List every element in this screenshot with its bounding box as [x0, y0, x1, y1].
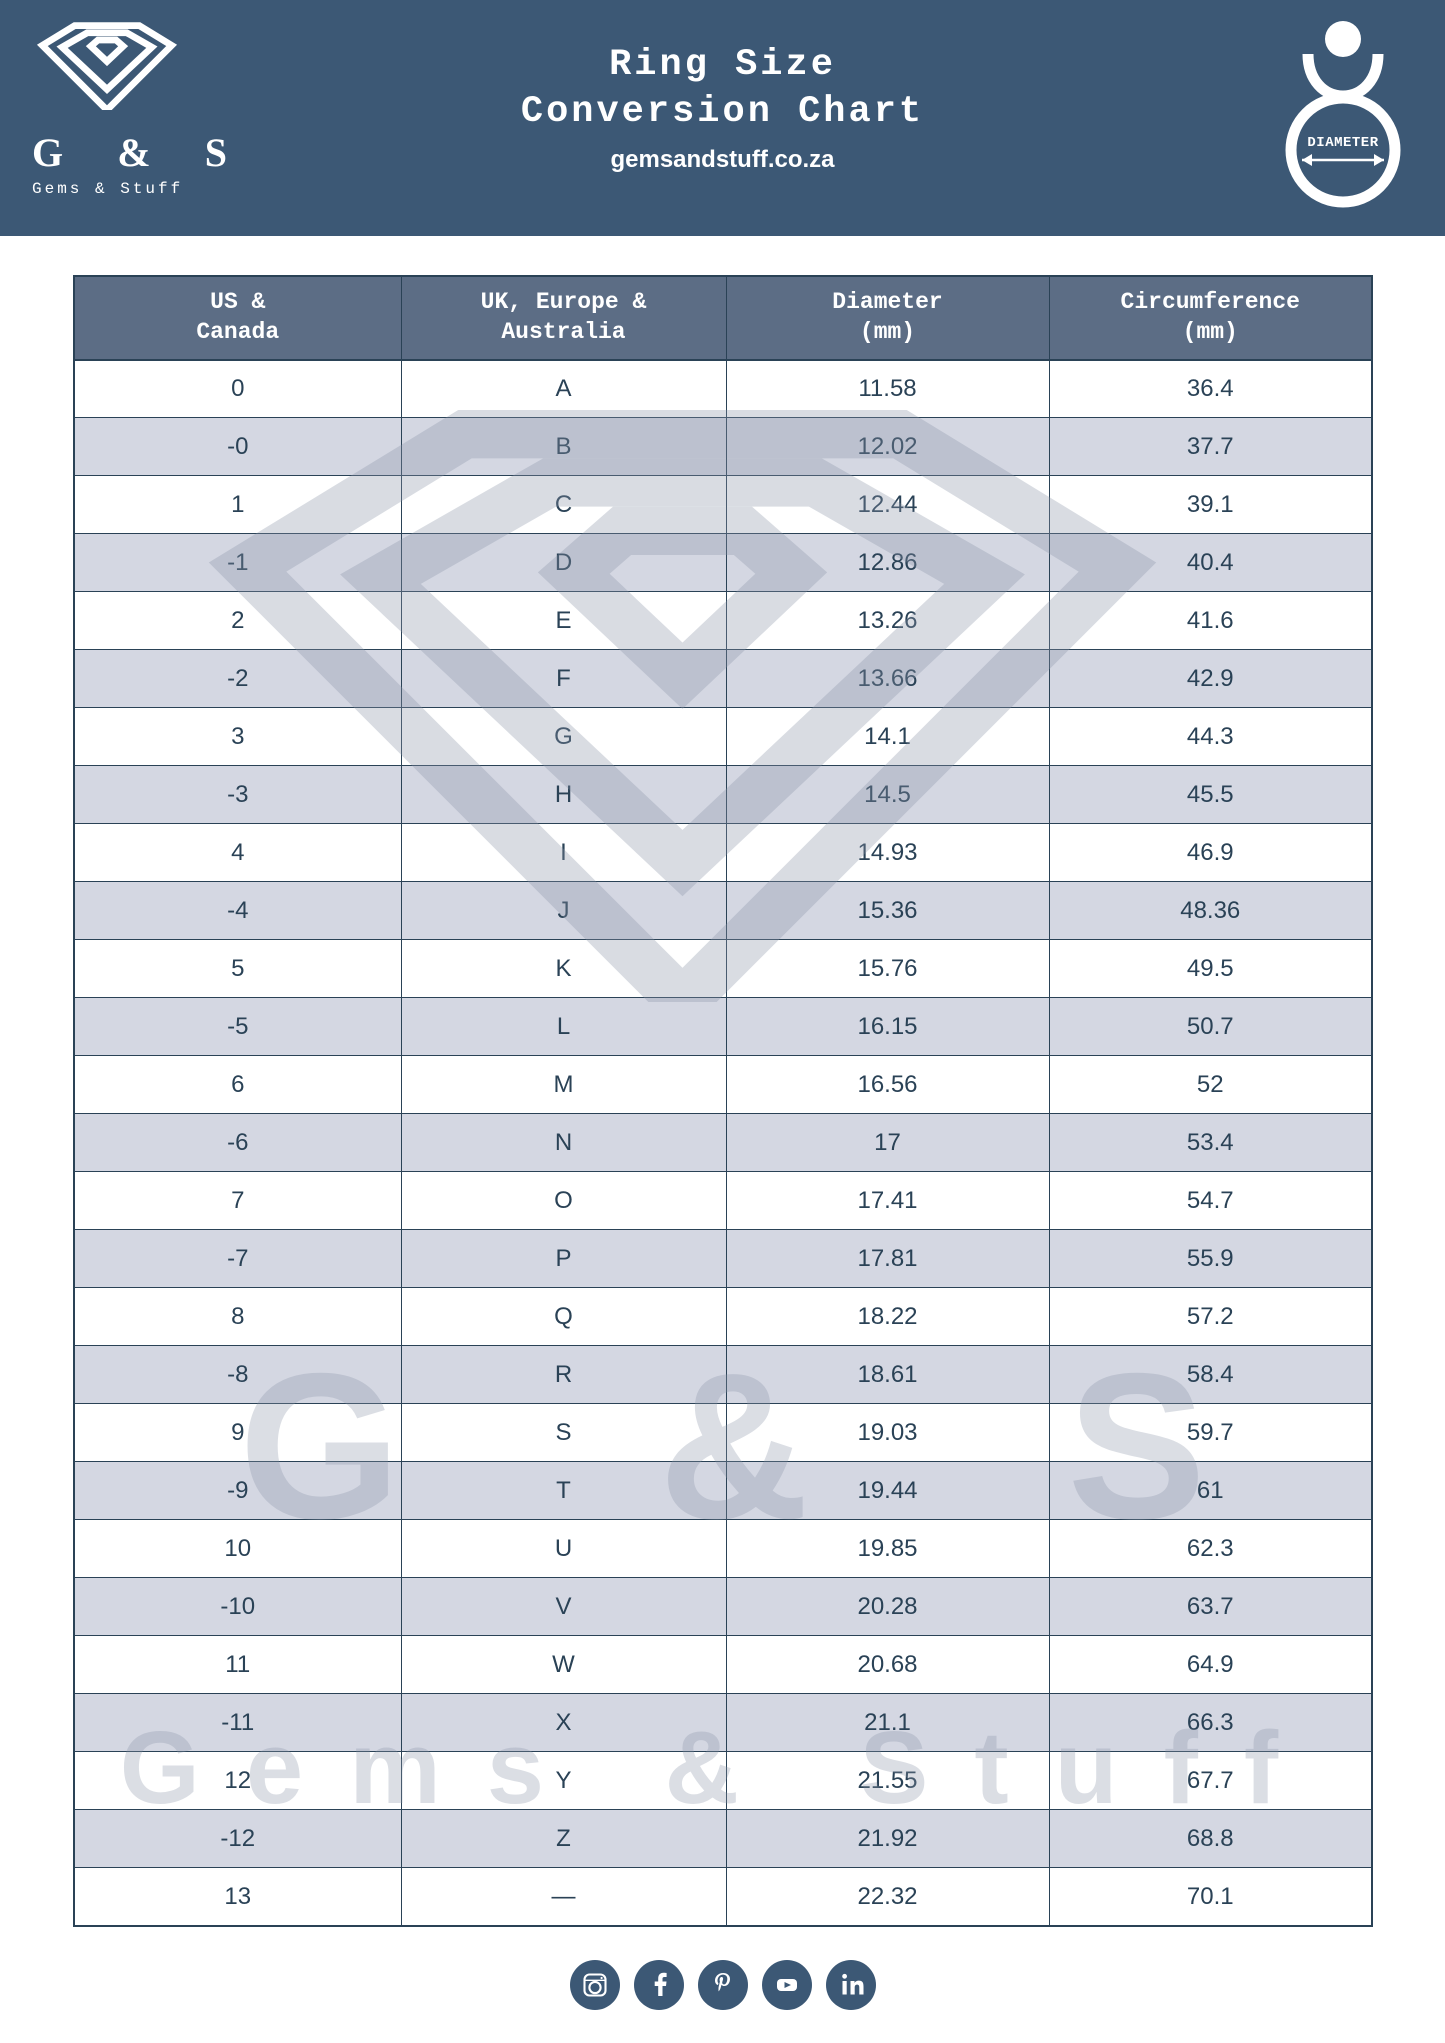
svg-text:DIAMETER: DIAMETER — [1307, 135, 1378, 151]
